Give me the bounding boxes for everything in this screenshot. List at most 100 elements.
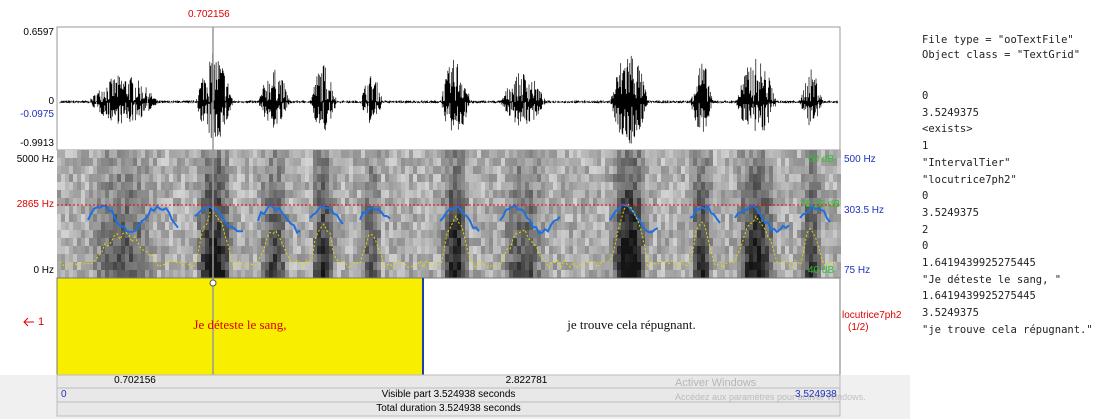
- spectrogram-cell: [413, 238, 417, 246]
- spectrogram-cell: [389, 190, 393, 198]
- spectrogram-cell: [717, 206, 721, 214]
- spectrogram-cell: [597, 214, 601, 222]
- spectrogram-cell: [553, 230, 557, 238]
- spectrogram-cell: [301, 270, 305, 278]
- spectrogram-cell: [137, 166, 141, 174]
- spectrogram-cell: [625, 230, 629, 238]
- spectrogram-cell: [97, 222, 101, 230]
- spectrogram-cell: [777, 174, 781, 182]
- spectrogram-cell: [473, 254, 477, 262]
- spectrogram-cell: [749, 246, 753, 254]
- spectrogram-cell: [661, 174, 665, 182]
- spectrogram-cell: [681, 150, 685, 158]
- spectrogram-cell: [413, 158, 417, 166]
- spectrogram-cell: [633, 270, 637, 278]
- spectrogram-cell: [365, 214, 369, 222]
- spectrogram-cell: [437, 262, 441, 270]
- spectrogram-cell: [809, 166, 813, 174]
- spectrogram-cell: [313, 222, 317, 230]
- spectrogram-cell: [105, 238, 109, 246]
- spectrogram-cell: [561, 166, 565, 174]
- spectrogram-cell: [417, 150, 421, 158]
- spectrogram-cell: [653, 246, 657, 254]
- spectrogram-cell: [101, 166, 105, 174]
- spectrogram-cell: [469, 190, 473, 198]
- spectrogram-cell: [729, 254, 733, 262]
- spectrogram-cell: [601, 214, 605, 222]
- spectrogram-cell: [477, 270, 481, 278]
- spectrogram-cell: [133, 174, 137, 182]
- spectrogram-cell: [285, 222, 289, 230]
- spectrogram-cell: [741, 182, 745, 190]
- spectrogram-cell: [137, 238, 141, 246]
- spectrogram-cell: [421, 270, 425, 278]
- spectrogram-cell: [185, 254, 189, 262]
- spectrogram-cell: [505, 270, 509, 278]
- spectrogram-cell: [161, 182, 165, 190]
- spectrogram-cell: [273, 270, 277, 278]
- spectrogram-cell: [193, 166, 197, 174]
- cursor-time-field[interactable]: 0.702156: [57, 375, 213, 387]
- spectrogram-cell: [345, 254, 349, 262]
- spectrogram-cell: [625, 246, 629, 254]
- spectrogram-cell: [421, 246, 425, 254]
- spectrogram-cell: [385, 246, 389, 254]
- spectrogram-cell: [661, 238, 665, 246]
- spectrogram-cell: [65, 190, 69, 198]
- spectrogram-cell: [137, 174, 141, 182]
- spectrogram-cell: [477, 190, 481, 198]
- spectrogram-cell: [669, 174, 673, 182]
- spectrogram-cell: [641, 254, 645, 262]
- spectrogram-cell: [485, 222, 489, 230]
- spectrogram-cell: [761, 238, 765, 246]
- spectrogram-cell: [301, 150, 305, 158]
- spectrogram-cell: [121, 182, 125, 190]
- spectrogram-cell: [185, 230, 189, 238]
- spectrogram-cell: [649, 150, 653, 158]
- spectrogram-cell: [253, 182, 257, 190]
- spectrogram-cell: [701, 150, 705, 158]
- spectrogram-cell: [265, 166, 269, 174]
- spectrogram-cell: [433, 262, 437, 270]
- spectrogram-cell: [445, 262, 449, 270]
- spectrogram-cell: [701, 174, 705, 182]
- spectrogram-cell: [421, 158, 425, 166]
- spectrogram-cell: [89, 238, 93, 246]
- spectrogram-cell: [353, 206, 357, 214]
- spectrogram-cell: [205, 238, 209, 246]
- spectrogram-cell: [177, 150, 181, 158]
- spectrogram-cell: [505, 230, 509, 238]
- spectrogram-cell: [81, 246, 85, 254]
- spectrogram-cell: [93, 166, 97, 174]
- spectrogram-cell: [61, 254, 65, 262]
- spectrogram-cell: [605, 270, 609, 278]
- spectrogram-cell: [273, 254, 277, 262]
- spectrogram-cell: [473, 190, 477, 198]
- spectrogram-cell: [193, 190, 197, 198]
- spectrogram-cell: [97, 150, 101, 158]
- spectrogram-cell: [629, 230, 633, 238]
- spectrogram-cell: [589, 206, 593, 214]
- spectrogram-cell: [569, 158, 573, 166]
- spectrogram-cell: [585, 246, 589, 254]
- spectrogram-cell: [281, 230, 285, 238]
- spectrogram-cell: [705, 158, 709, 166]
- spectrogram-cell: [477, 182, 481, 190]
- spectrogram-cell: [657, 238, 661, 246]
- spectrogram-cell: [249, 214, 253, 222]
- total-duration[interactable]: Total duration 3.524938 seconds: [57, 403, 840, 415]
- spectrogram-cell: [557, 222, 561, 230]
- spectrogram-cell: [629, 262, 633, 270]
- spectrogram-cell: [557, 174, 561, 182]
- spectrogram-cell: [757, 190, 761, 198]
- spectrogram-cell: [129, 254, 133, 262]
- spectrogram-cell: [645, 150, 649, 158]
- spectrogram-cell: [801, 238, 805, 246]
- spectrogram-cell: [513, 246, 517, 254]
- spectrogram-cell: [273, 182, 277, 190]
- spectrogram-cell: [321, 238, 325, 246]
- spectrogram-cell: [581, 246, 585, 254]
- spectrogram-cell: [721, 222, 725, 230]
- spectrogram-cell: [369, 262, 373, 270]
- spectrogram-cell: [537, 214, 541, 222]
